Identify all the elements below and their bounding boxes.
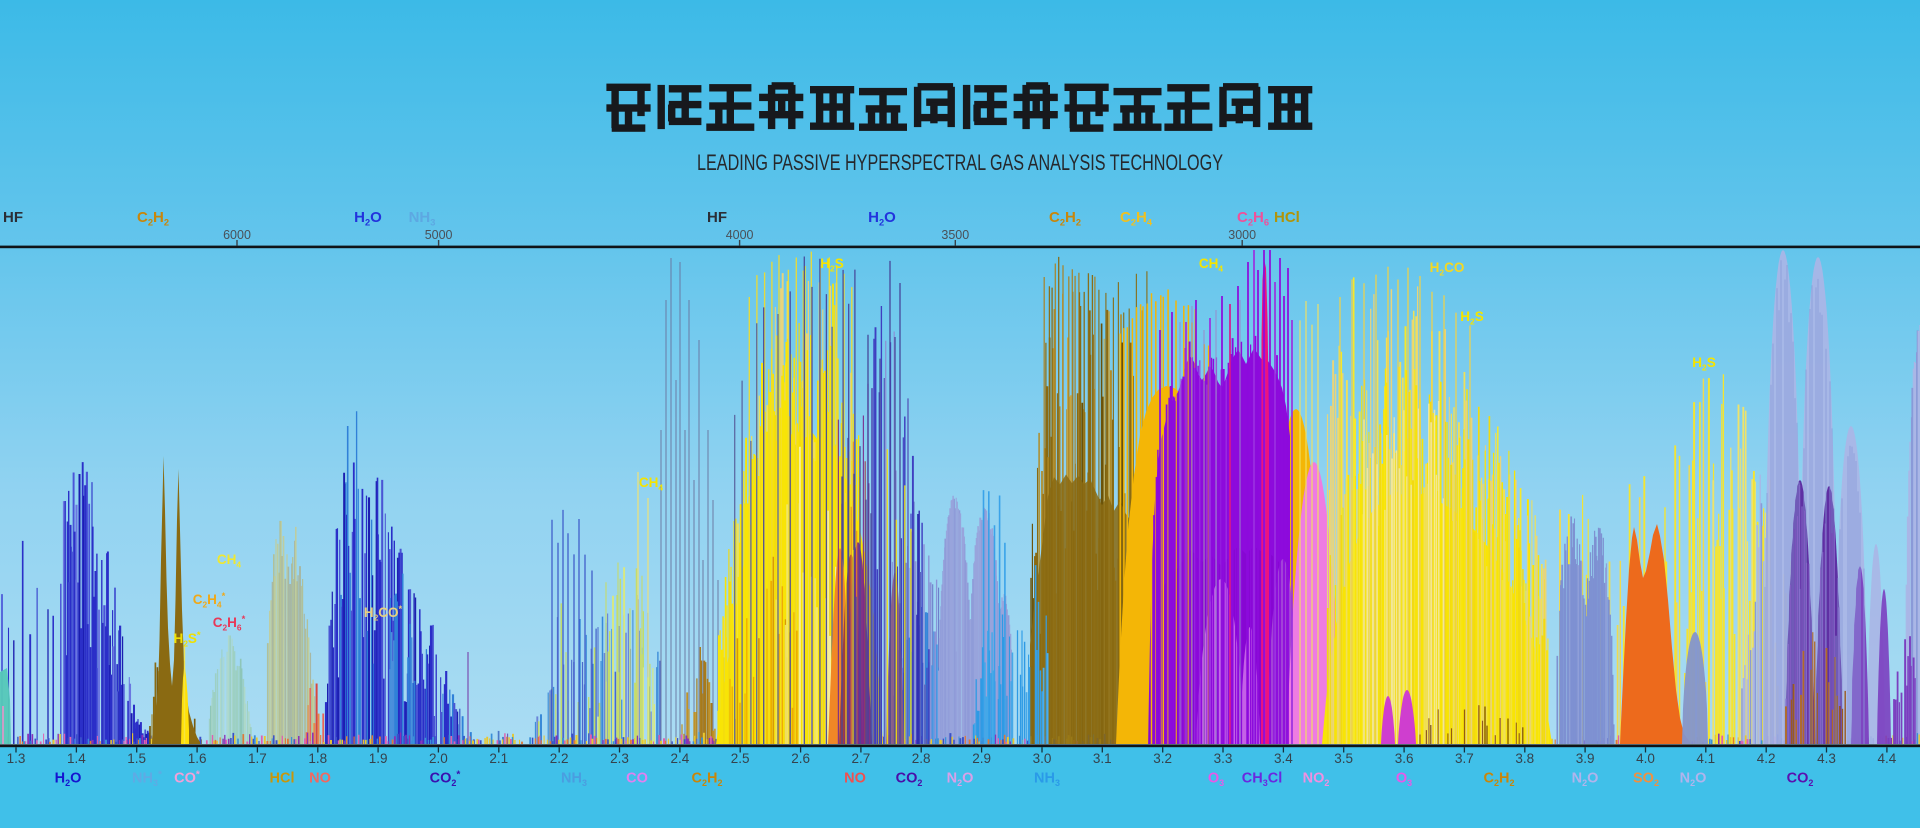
svg-text:3.4: 3.4	[1274, 751, 1293, 766]
svg-text:HCl: HCl	[1274, 209, 1300, 226]
svg-text:N2O: N2O	[947, 771, 974, 789]
svg-text:2.9: 2.9	[972, 751, 991, 766]
svg-text:N2O: N2O	[1680, 771, 1707, 789]
svg-text:C2H4*: C2H4*	[193, 591, 226, 610]
svg-text:3.6: 3.6	[1395, 751, 1414, 766]
svg-text:4.0: 4.0	[1636, 751, 1655, 766]
svg-text:2.3: 2.3	[610, 751, 629, 766]
svg-text:3.2: 3.2	[1153, 751, 1172, 766]
svg-text:HF: HF	[707, 209, 727, 226]
svg-text:4.2: 4.2	[1757, 751, 1776, 766]
svg-text:H2CO*: H2CO*	[364, 604, 403, 623]
svg-text:CO2: CO2	[1787, 771, 1814, 789]
svg-text:NH3: NH3	[1034, 771, 1060, 789]
svg-text:C2H6: C2H6	[1237, 209, 1269, 228]
svg-text:2.2: 2.2	[550, 751, 569, 766]
svg-text:3.0: 3.0	[1033, 751, 1052, 766]
svg-text:3000: 3000	[1228, 228, 1256, 242]
svg-text:5000: 5000	[425, 228, 453, 242]
svg-text:NO: NO	[844, 771, 866, 787]
svg-text:4.3: 4.3	[1817, 751, 1836, 766]
svg-text:3500: 3500	[941, 228, 969, 242]
svg-text:C2H2: C2H2	[692, 771, 723, 789]
svg-text:2.6: 2.6	[791, 751, 810, 766]
svg-text:3.1: 3.1	[1093, 751, 1112, 766]
svg-text:H2CO: H2CO	[1430, 260, 1465, 278]
svg-text:2.8: 2.8	[912, 751, 931, 766]
svg-text:CH4: CH4	[1199, 256, 1224, 274]
svg-text:1.5: 1.5	[127, 751, 146, 766]
svg-text:NO2: NO2	[1303, 771, 1330, 789]
svg-text:CH4: CH4	[217, 552, 242, 570]
svg-text:SO2: SO2	[1633, 771, 1659, 789]
svg-text:HCl: HCl	[270, 771, 295, 787]
svg-text:H2S: H2S	[820, 256, 843, 274]
svg-text:CO2*: CO2*	[430, 770, 461, 789]
svg-text:CH4: CH4	[639, 475, 664, 493]
svg-text:H2S*: H2S*	[173, 630, 200, 649]
svg-text:CO: CO	[626, 771, 648, 787]
svg-text:CH3Cl: CH3Cl	[1242, 771, 1282, 789]
svg-text:H2S: H2S	[1692, 355, 1715, 373]
svg-text:H2O: H2O	[354, 209, 382, 228]
svg-text:H2O: H2O	[868, 209, 896, 228]
svg-text:NH3: NH3	[561, 771, 587, 789]
svg-text:C2H6*: C2H6*	[213, 614, 246, 633]
svg-text:6000: 6000	[223, 228, 251, 242]
svg-text:C2H2: C2H2	[137, 209, 169, 228]
svg-text:NH3: NH3	[409, 209, 436, 228]
svg-text:3.8: 3.8	[1515, 751, 1534, 766]
svg-text:2.4: 2.4	[671, 751, 690, 766]
svg-text:2.5: 2.5	[731, 751, 750, 766]
svg-text:H2O: H2O	[55, 771, 82, 789]
svg-text:C2H4: C2H4	[1120, 209, 1153, 228]
svg-text:H2S: H2S	[1460, 309, 1483, 327]
svg-text:1.3: 1.3	[7, 751, 26, 766]
svg-text:1.4: 1.4	[67, 751, 86, 766]
svg-text:O3: O3	[1396, 771, 1412, 789]
svg-text:NO: NO	[309, 771, 331, 787]
svg-text:3.5: 3.5	[1334, 751, 1353, 766]
svg-text:C2H2: C2H2	[1049, 209, 1081, 228]
svg-text:CO*: CO*	[174, 770, 200, 787]
svg-text:2.7: 2.7	[852, 751, 871, 766]
svg-text:4.4: 4.4	[1878, 751, 1897, 766]
svg-text:4.1: 4.1	[1696, 751, 1715, 766]
svg-text:N2O: N2O	[1572, 771, 1599, 789]
svg-text:3.7: 3.7	[1455, 751, 1474, 766]
svg-text:1.6: 1.6	[188, 751, 207, 766]
svg-text:LEADING PASSIVE HYPERSPECTRAL: LEADING PASSIVE HYPERSPECTRAL GAS ANALYS…	[697, 150, 1223, 175]
svg-text:1.8: 1.8	[308, 751, 327, 766]
svg-text:1.9: 1.9	[369, 751, 388, 766]
svg-text:4000: 4000	[726, 228, 754, 242]
svg-text:1.7: 1.7	[248, 751, 267, 766]
svg-text:2.0: 2.0	[429, 751, 448, 766]
svg-text:HF: HF	[3, 209, 23, 226]
svg-text:C2H2: C2H2	[1484, 771, 1515, 789]
svg-text:CO2: CO2	[896, 771, 923, 789]
svg-text:O3: O3	[1208, 771, 1224, 789]
svg-text:3.3: 3.3	[1214, 751, 1233, 766]
svg-text:2.1: 2.1	[489, 751, 508, 766]
svg-text:NH3*: NH3*	[132, 770, 162, 789]
svg-text:3.9: 3.9	[1576, 751, 1595, 766]
